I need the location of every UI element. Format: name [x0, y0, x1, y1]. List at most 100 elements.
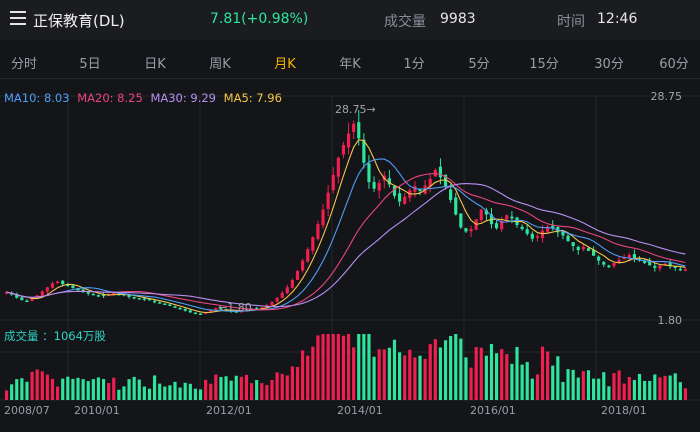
candle-body [188, 310, 192, 313]
candle-body [290, 279, 294, 288]
tab-5min[interactable]: 5分 [468, 57, 490, 72]
volume-bar [198, 389, 203, 400]
candle-body [219, 308, 223, 310]
candle-body [336, 157, 340, 177]
candle-body [591, 249, 596, 256]
candle-body [479, 209, 483, 221]
volume-bar [443, 340, 448, 400]
tab-intraday[interactable]: 分时 [10, 57, 38, 72]
volume-bar [142, 386, 146, 400]
candle-body [449, 189, 453, 200]
volume-bar [551, 365, 555, 400]
candle-body [484, 210, 488, 215]
ma30-line [6, 183, 686, 308]
candle-body [510, 216, 514, 219]
candle-body [678, 268, 682, 271]
candle-body [525, 229, 529, 234]
candle-body [602, 261, 606, 265]
candle-body [20, 297, 24, 301]
candle-body [581, 246, 585, 250]
volume-bar [459, 338, 463, 400]
volume-bar [673, 373, 677, 400]
volume-bar [326, 334, 330, 400]
tab-15min[interactable]: 15分 [529, 57, 559, 72]
ma20-line [6, 172, 686, 311]
volume-bar [540, 346, 545, 400]
volume-bar [617, 370, 621, 400]
candle-body [183, 308, 187, 311]
tab-yearly-k[interactable]: 年K [339, 57, 361, 72]
tab-daily-k[interactable]: 日K [144, 57, 166, 72]
candle-body [198, 313, 203, 315]
date-label: 2012/01 [206, 404, 252, 417]
date-label: 2008/07 [4, 404, 50, 417]
volume-bar [454, 334, 458, 400]
volume-bar [331, 334, 335, 400]
candle-body [398, 193, 402, 202]
top-bar: 正保教育(DL) 7.81(+0.98%) 成交量 9983 时间 12:46 [0, 0, 700, 40]
candle-body [101, 294, 106, 297]
volume-bar [367, 334, 371, 400]
volume-bar [61, 378, 65, 400]
volume-bar [219, 377, 223, 400]
candle-body [546, 226, 550, 232]
volume-bar [571, 369, 575, 400]
volume-bar [653, 374, 657, 400]
candle-body [316, 224, 320, 239]
candle-body [576, 246, 580, 251]
volume-bar [643, 380, 647, 400]
volume-bar [193, 388, 198, 400]
volume-bar [663, 375, 667, 400]
candle-body [214, 308, 218, 310]
candle-body [459, 213, 463, 228]
candle-body [50, 283, 55, 288]
tab-5day[interactable]: 5日 [79, 57, 101, 72]
volume-bar [290, 366, 294, 400]
candle-body [443, 174, 448, 187]
tab-30min[interactable]: 30分 [594, 57, 624, 72]
volume-bar [464, 357, 468, 400]
tab-weekly-k[interactable]: 周K [209, 57, 231, 72]
candle-body [530, 233, 534, 239]
candle-body [540, 230, 545, 238]
candle-body [571, 242, 575, 247]
volume-bar [546, 351, 550, 400]
candle-body [469, 229, 473, 232]
volume-bar [566, 369, 570, 400]
volume-value: 9983 [440, 11, 476, 27]
volume-bar [336, 334, 340, 400]
tab-60min[interactable]: 60分 [659, 57, 689, 72]
time-value: 12:46 [597, 11, 638, 27]
candle-body [494, 223, 499, 229]
ma20-label: MA20: 8.25 [77, 91, 143, 105]
candle-body [280, 292, 284, 298]
volume-bar [112, 377, 116, 400]
volume-bar [56, 386, 60, 400]
candle-body [270, 301, 274, 306]
tab-monthly-k[interactable]: 月K [274, 57, 296, 72]
volume-bar [178, 387, 182, 400]
volume-bar [280, 373, 284, 400]
volume-bar [107, 382, 111, 400]
candle-body [617, 259, 621, 263]
volume-bar [377, 349, 381, 400]
volume-bar [163, 386, 167, 400]
stock-title[interactable]: 正保教育(DL) [33, 12, 125, 30]
date-label: 2016/01 [470, 404, 516, 417]
volume-bar [520, 364, 524, 400]
candle-body [234, 311, 238, 313]
menu-icon[interactable] [10, 11, 26, 27]
candle-body [61, 280, 65, 285]
candle-body [306, 249, 310, 262]
price-axis-max: 28.75 [650, 90, 683, 103]
volume-bar [505, 354, 509, 400]
tab-1min[interactable]: 1分 [403, 57, 425, 72]
volume-bar [188, 383, 192, 400]
volume-bar [581, 371, 585, 400]
period-tabs: 分时 5日 日K 周K 月K 年K 1分 5分 15分 30分 60分 [0, 43, 700, 79]
volume-bar [321, 334, 325, 400]
candle-body [428, 178, 432, 187]
volume-bar [586, 370, 591, 400]
volume-bar [101, 379, 106, 400]
